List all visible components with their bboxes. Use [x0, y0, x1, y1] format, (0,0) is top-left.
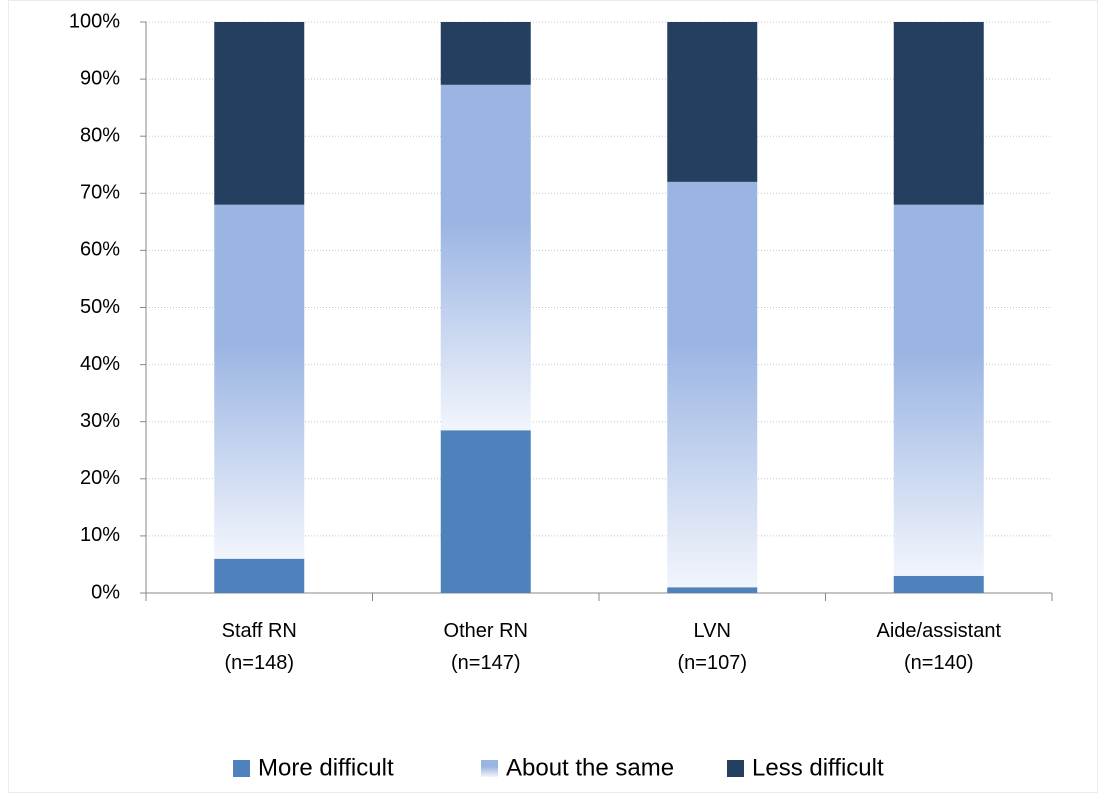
y-tick-label: 70%	[80, 182, 120, 204]
y-tick-label: 80%	[80, 124, 120, 146]
bar-segment	[893, 22, 984, 205]
legend-swatch	[481, 760, 498, 777]
bar-segment	[667, 22, 758, 182]
legend-swatch	[727, 760, 744, 777]
bar-segment	[440, 22, 531, 85]
x-tick-label: Aide/assistant (n=140)	[876, 620, 1001, 674]
legend-label: More difficult	[258, 754, 394, 781]
y-tick-label: 40%	[80, 353, 120, 375]
bar-segment	[893, 204, 984, 576]
y-tick-label: 0%	[91, 581, 120, 603]
bar-segment	[893, 575, 984, 593]
x-tick-label: Other RN (n=147)	[443, 620, 528, 674]
bar-segment	[440, 430, 531, 593]
y-tick-label: 10%	[80, 524, 120, 546]
y-tick-label: 30%	[80, 410, 120, 432]
x-tick-label: Staff RN (n=148)	[221, 620, 297, 674]
bar-segment	[440, 84, 531, 431]
legend-label: About the same	[506, 754, 674, 781]
y-tick-label: 90%	[80, 67, 120, 89]
bar-segment	[667, 181, 758, 588]
x-tick-label: LVN (n=107)	[677, 620, 748, 674]
y-tick-label: 60%	[80, 239, 120, 261]
bar-segment	[214, 22, 305, 205]
bar-segment	[214, 204, 305, 559]
bar-segment	[667, 587, 758, 593]
y-tick-label: 100%	[69, 10, 120, 32]
y-tick-label: 20%	[80, 467, 120, 489]
bar-segment	[214, 558, 305, 593]
legend-label: Less difficult	[752, 754, 884, 781]
y-tick-label: 50%	[80, 296, 120, 318]
legend-swatch	[233, 760, 250, 777]
